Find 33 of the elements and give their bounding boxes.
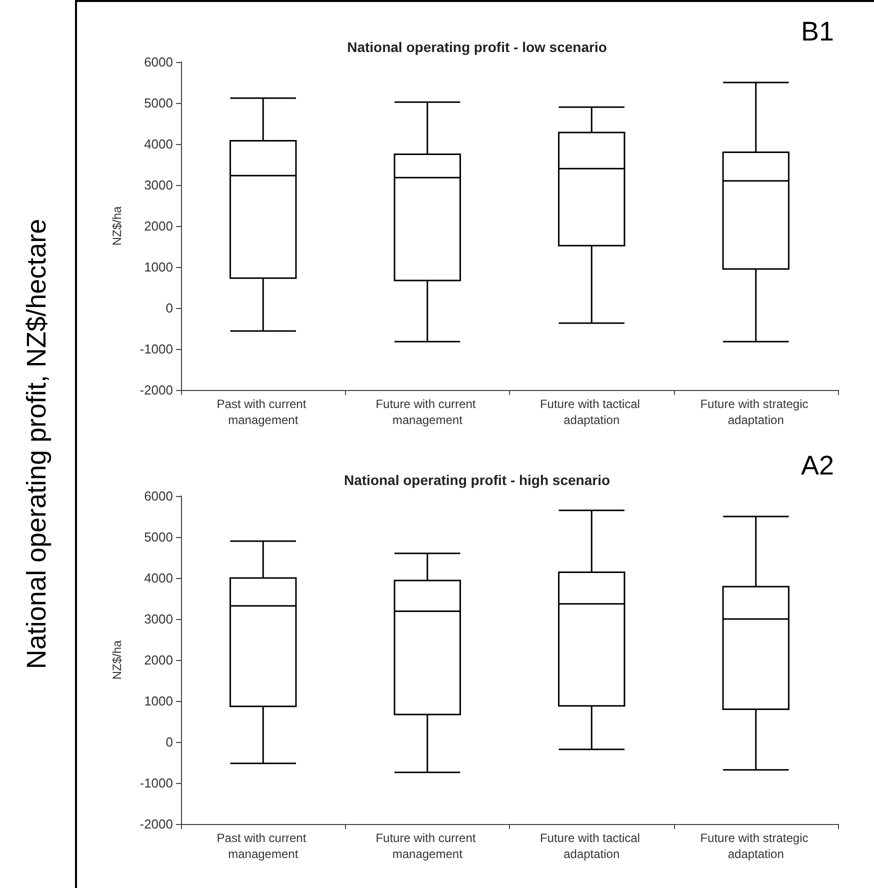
text: A2 — [800, 450, 834, 480]
y-tick-label: -2000 — [140, 816, 173, 832]
y-tick-label: 2000 — [144, 652, 173, 668]
y-tick-label: 5000 — [144, 96, 173, 110]
y-axis-title: NZ$/ha — [110, 640, 124, 680]
y-tick-label: -2000 — [140, 382, 173, 398]
y-tick-label: 6000 — [144, 54, 173, 70]
y-tick-label: 6000 — [144, 488, 173, 504]
x-tick-label: Future with current management — [376, 397, 480, 427]
x-tick-label: Future with strategic adaptation — [700, 397, 812, 427]
y-axis-title: NZ$/ha — [110, 206, 124, 246]
y-tick-label: 1000 — [144, 260, 173, 274]
y-tick-label: 1000 — [144, 694, 173, 708]
y-tick-label: 3000 — [144, 612, 173, 626]
y-tick-label: 3000 — [144, 178, 173, 192]
x-tick-label: Future with current management — [376, 831, 480, 861]
x-tick-label: Future with tactical adaptation — [540, 397, 644, 427]
y-tick-label: 0 — [166, 300, 173, 316]
x-tick-label: Past with current management — [216, 831, 310, 861]
text: B1 — [800, 16, 834, 46]
x-tick-label: Future with tactical adaptation — [540, 831, 644, 861]
y-tick-label: -1000 — [140, 342, 173, 356]
y-tick-label: 0 — [166, 734, 173, 750]
x-tick-label: Past with current management — [216, 397, 310, 427]
text: National operating profit, NZ$/hectare — [22, 218, 52, 670]
y-tick-label: -1000 — [140, 776, 173, 790]
x-tick-label: Future with strategic adaptation — [700, 831, 812, 861]
chart-title: National operating profit - low scenario — [347, 39, 607, 55]
y-tick-label: 5000 — [144, 530, 173, 544]
chart-title: National operating profit - high scenario — [344, 472, 610, 488]
y-tick-label: 4000 — [144, 136, 173, 152]
y-tick-label: 2000 — [144, 218, 173, 234]
y-tick-label: 4000 — [144, 570, 173, 586]
